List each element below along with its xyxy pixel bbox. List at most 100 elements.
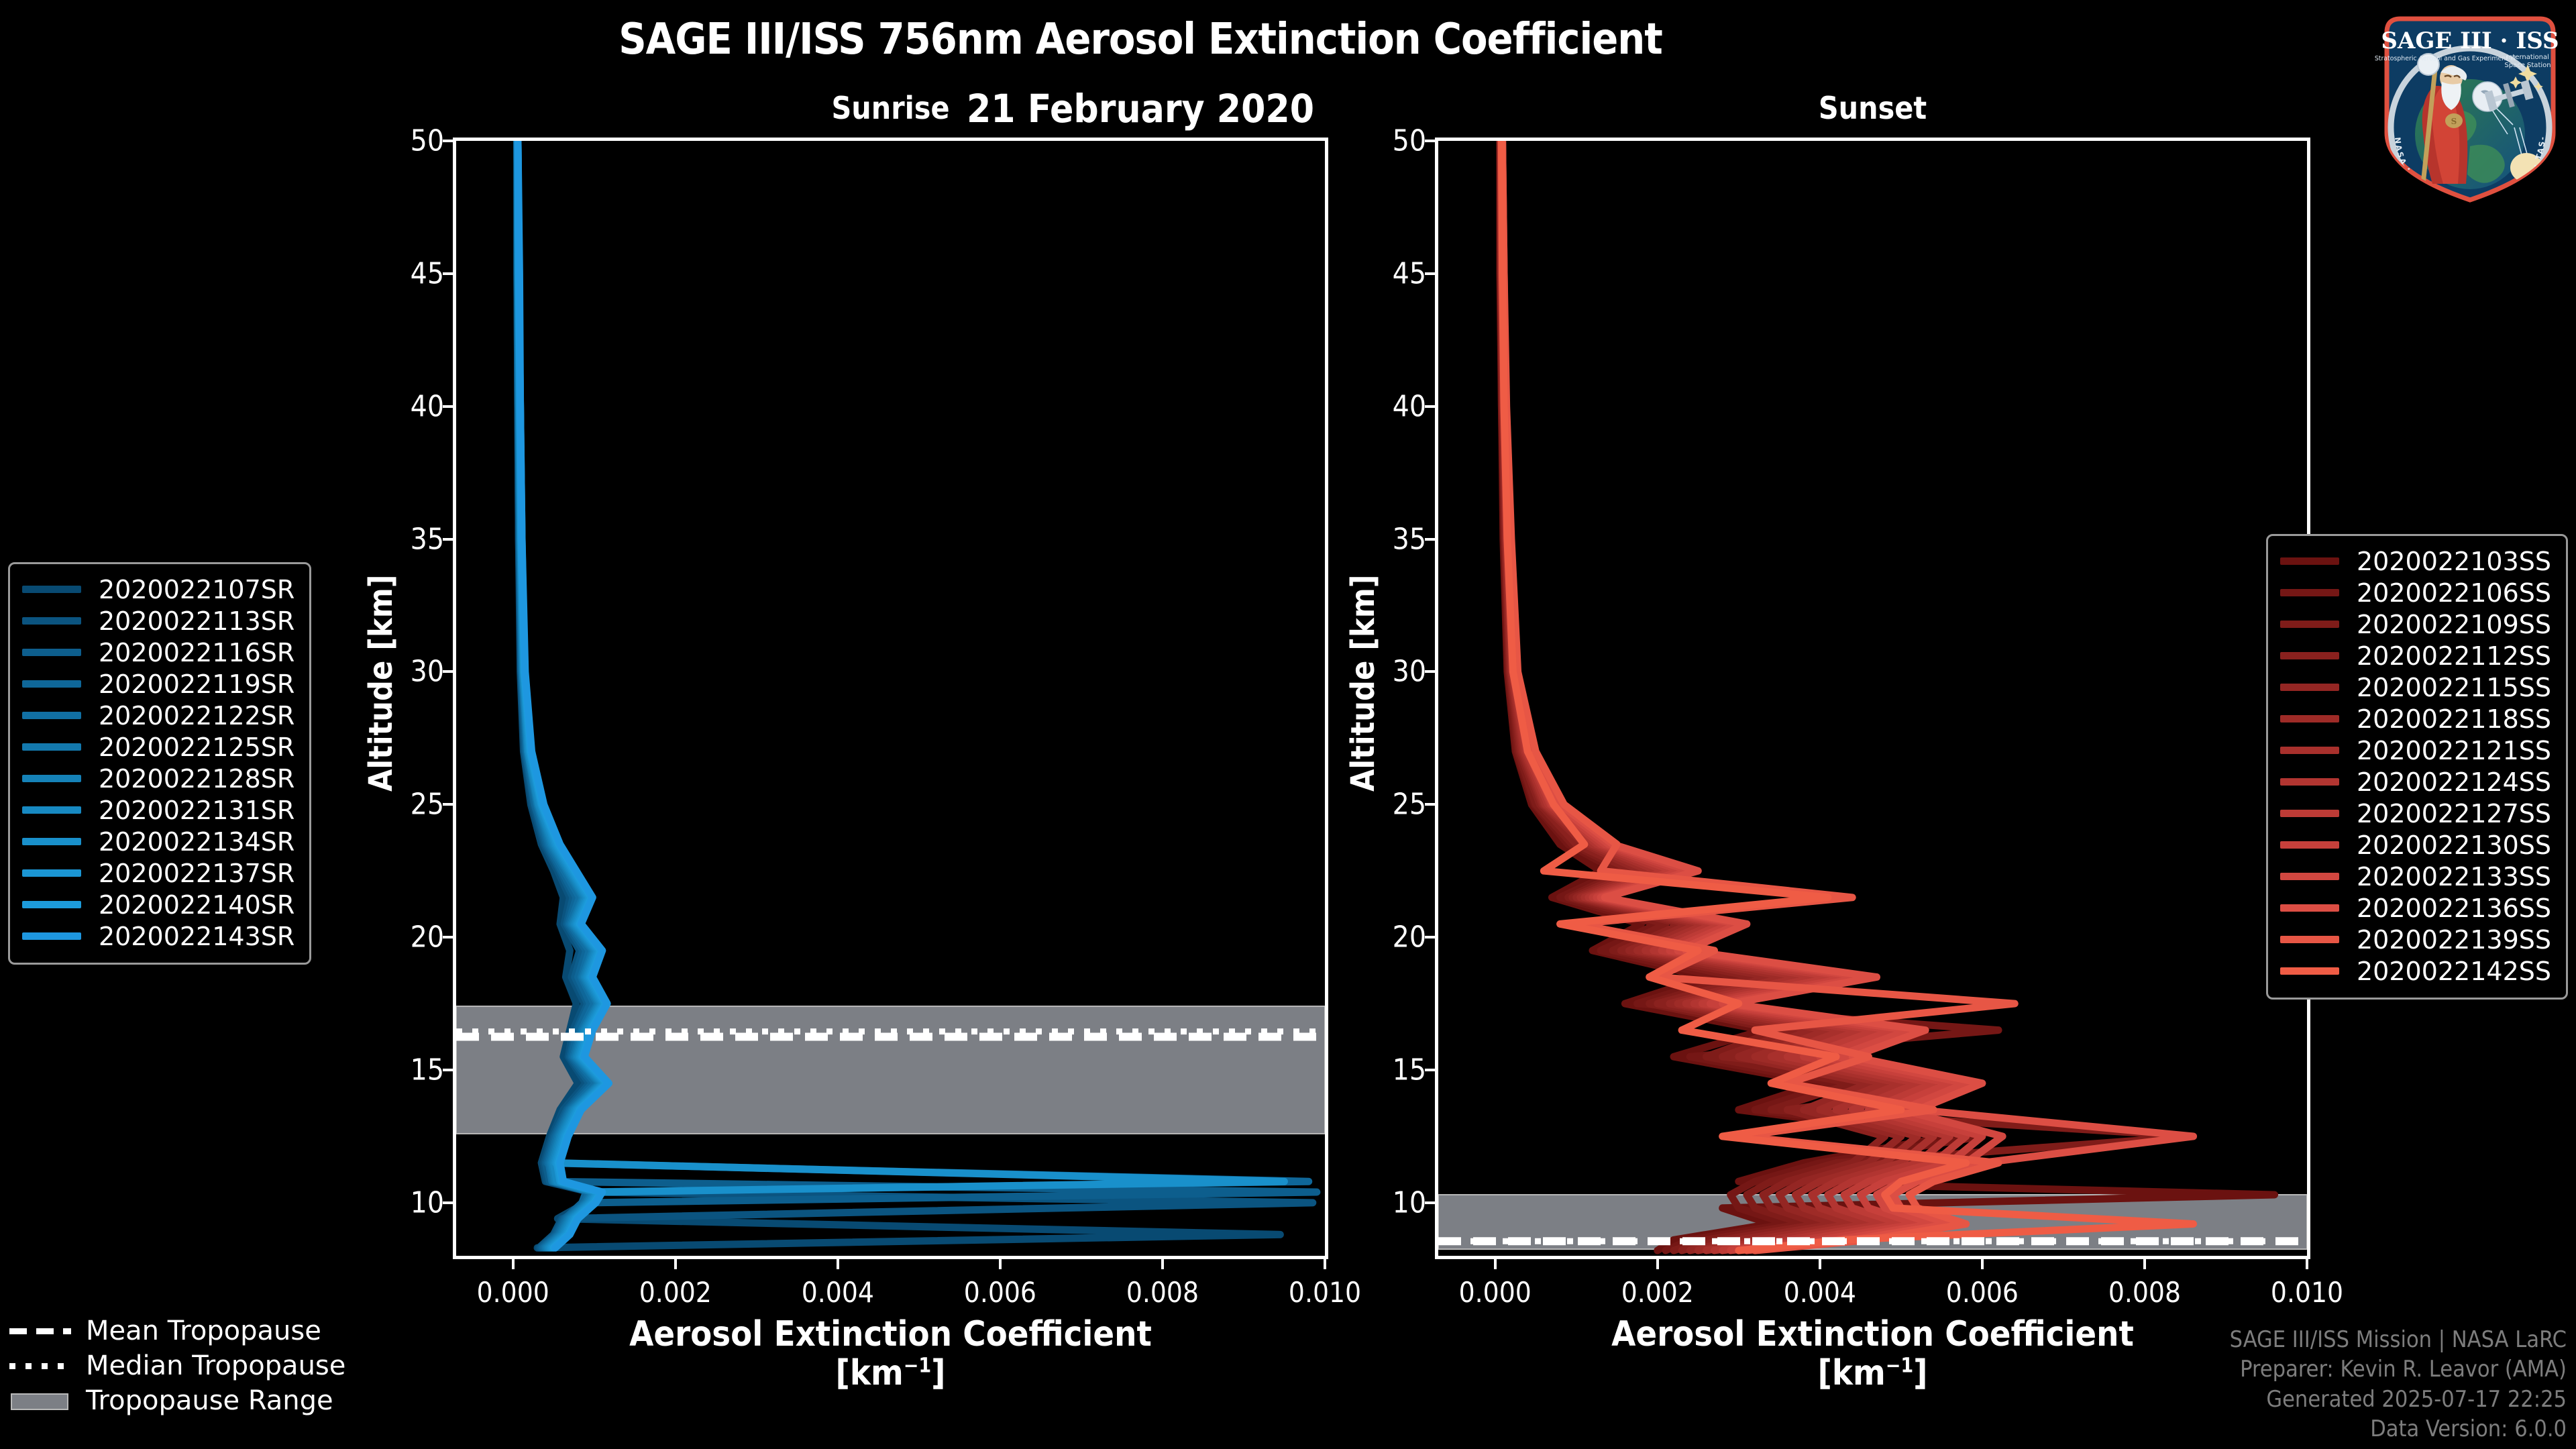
legend-label-2020022115SS: 2020022115SS (2357, 672, 2552, 702)
legend-label-2020022112SS: 2020022112SS (2357, 641, 2552, 671)
legend-item-2020022140SR[interactable]: 2020022140SR (22, 889, 294, 920)
x-tick-label-0.008: 0.008 (1126, 1276, 1199, 1309)
legend-label-2020022139SS: 2020022139SS (2357, 924, 2552, 955)
x-tick-mark-0.000 (1493, 1256, 1497, 1269)
x-tick-mark-0.002 (674, 1256, 677, 1269)
legend-item-2020022121SS[interactable]: 2020022121SS (2280, 735, 2551, 766)
legend-item-2020022130SS[interactable]: 2020022130SS (2280, 829, 2551, 861)
legend-color-swatch-2020022127SS (2280, 810, 2339, 817)
x-tick-mark-0.008 (2143, 1256, 2146, 1269)
tropopause-legend: Mean Tropopause Median Tropopause Tropop… (9, 1313, 346, 1418)
legend-item-2020022115SS[interactable]: 2020022115SS (2280, 672, 2551, 703)
legend-color-swatch-2020022106SS (2280, 589, 2339, 596)
x-tick-mark-0.006 (998, 1256, 1002, 1269)
legend-item-2020022142SS[interactable]: 2020022142SS (2280, 955, 2551, 987)
legend-item-2020022131SR[interactable]: 2020022131SR (22, 794, 294, 826)
legend-color-swatch-2020022128SR (22, 775, 81, 782)
legend-label-2020022128SR: 2020022128SR (99, 763, 295, 794)
legend-item-2020022134SR[interactable]: 2020022134SR (22, 826, 294, 857)
legend-item-2020022119SR[interactable]: 2020022119SR (22, 668, 294, 700)
x-tick-mark-0.006 (1980, 1256, 1984, 1269)
y-tick-label-25: 25 (410, 787, 444, 822)
y-tick-mark-40 (443, 405, 456, 408)
legend-color-swatch-2020022112SS (2280, 652, 2339, 659)
y-tick-label-40: 40 (1392, 389, 1426, 424)
legend-label-2020022142SS: 2020022142SS (2357, 956, 2552, 986)
y-tick-label-45: 45 (1392, 256, 1426, 291)
legend-item-2020022137SR[interactable]: 2020022137SR (22, 857, 294, 889)
footer-line-version: Data Version: 6.0.0 (2370, 1415, 2567, 1442)
x-tick-mark-0.000 (511, 1256, 515, 1269)
legend-item-2020022107SR[interactable]: 2020022107SR (22, 574, 294, 605)
y-tick-label-20: 20 (1392, 920, 1426, 955)
legend-label-2020022125SR: 2020022125SR (99, 732, 295, 762)
legend-item-2020022128SR[interactable]: 2020022128SR (22, 763, 294, 794)
legend-item-2020022136SS[interactable]: 2020022136SS (2280, 892, 2551, 924)
legend-item-2020022113SR[interactable]: 2020022113SR (22, 605, 294, 637)
x-tick-label-0.010: 0.010 (2270, 1276, 2344, 1309)
legend-item-2020022122SR[interactable]: 2020022122SR (22, 700, 294, 731)
legend-label-2020022109SS: 2020022109SS (2357, 609, 2552, 639)
legend-item-2020022125SR[interactable]: 2020022125SR (22, 731, 294, 763)
y-tick-mark-10 (1425, 1201, 1438, 1204)
y-tick-label-50: 50 (1392, 123, 1426, 158)
y-tick-label-25: 25 (1392, 787, 1426, 822)
legend-item-2020022139SS[interactable]: 2020022139SS (2280, 924, 2551, 955)
sunrise-plot-panel: 50 45 40 35 30 25 20 15 10 0.000 0.002 0.004 0.006 0… (411, 124, 1361, 1309)
y-tick-mark-45 (443, 272, 456, 275)
legend-color-swatch-2020022103SS (2280, 557, 2339, 565)
x-tick-label-0.002: 0.002 (639, 1276, 712, 1309)
sunrise-plot-area (456, 141, 1325, 1256)
y-tick-mark-40 (1425, 405, 1438, 408)
legend-item-2020022127SS[interactable]: 2020022127SS (2280, 798, 2551, 829)
legend-item-2020022124SS[interactable]: 2020022124SS (2280, 766, 2551, 798)
legend-item-2020022109SS[interactable]: 2020022109SS (2280, 608, 2551, 640)
y-tick-mark-35 (443, 537, 456, 541)
legend-item-2020022143SR[interactable]: 2020022143SR (22, 920, 294, 952)
legend-color-swatch-2020022125SR (22, 743, 81, 751)
y-tick-label-45: 45 (410, 256, 444, 291)
sunset-legend[interactable]: 2020022103SS 2020022106SS 2020022109SS 2020… (2266, 534, 2569, 1000)
logo-title: SAGE III · ISS (2381, 28, 2559, 54)
sunrise-x-axis-label: Aerosol Extinction Coefficient [km−1] (453, 1315, 1328, 1393)
legend-item-2020022118SS[interactable]: 2020022118SS (2280, 703, 2551, 735)
y-tick-mark-35 (1425, 537, 1438, 541)
x-tick-mark-0.004 (836, 1256, 839, 1269)
profile-line-2020022143SR (514, 141, 613, 1252)
legend-color-swatch-2020022140SR (22, 901, 81, 908)
legend-color-swatch-2020022109SS (2280, 621, 2339, 628)
y-tick-label-30: 30 (1392, 654, 1426, 689)
legend-color-swatch-2020022118SS (2280, 715, 2339, 722)
logo-subtitle-left: Stratospheric Aerosol and Gas Experiment… (2375, 55, 2516, 62)
sunset-plot-panel: 50 45 40 35 30 25 20 15 10 0.000 0.002 0.004 0.006 0… (1393, 124, 2343, 1309)
y-tick-label-40: 40 (410, 389, 444, 424)
sunrise-legend[interactable]: 2020022107SR 2020022113SR 2020022116SR 2020… (8, 562, 312, 965)
legend-label-2020022121SS: 2020022121SS (2357, 735, 2552, 765)
x-tick-mark-0.008 (1161, 1256, 1164, 1269)
x-tick-label-0.004: 0.004 (1783, 1276, 1856, 1309)
x-tick-label-0.002: 0.002 (1621, 1276, 1694, 1309)
legend-label-2020022103SS: 2020022103SS (2357, 546, 2552, 576)
legend-item-2020022133SS[interactable]: 2020022133SS (2280, 861, 2551, 892)
x-tick-label-0.006: 0.006 (963, 1276, 1036, 1309)
svg-text:S: S (2451, 117, 2457, 126)
legend-label-2020022131SR: 2020022131SR (99, 795, 295, 825)
legend-color-swatch-2020022143SR (22, 932, 81, 940)
sunset-plot-area (1438, 141, 2307, 1256)
legend-label-tropopause-range: Tropopause Range (86, 1385, 333, 1416)
profile-line-2020022109SS (1496, 141, 2198, 1254)
legend-color-swatch-2020022136SS (2280, 904, 2339, 912)
legend-color-swatch-2020022131SR (22, 806, 81, 814)
sunrise-y-axis-label: Altitude [km] (362, 574, 400, 792)
page-title: SAGE III/ISS 756nm Aerosol Extinction Co… (619, 15, 1663, 64)
y-tick-mark-30 (1425, 670, 1438, 674)
legend-item-2020022103SS[interactable]: 2020022103SS (2280, 545, 2551, 577)
footer-line-mission: SAGE III/ISS Mission | NASA LaRC (2229, 1326, 2567, 1354)
legend-item-2020022116SR[interactable]: 2020022116SR (22, 637, 294, 668)
legend-item-tropopause-range: Tropopause Range (9, 1383, 345, 1418)
legend-color-swatch-2020022137SR (22, 869, 81, 877)
dashed-line-icon (9, 1324, 71, 1338)
legend-item-2020022112SS[interactable]: 2020022112SS (2280, 640, 2551, 672)
x-tick-mark-0.004 (1818, 1256, 1821, 1269)
legend-item-2020022106SS[interactable]: 2020022106SS (2280, 577, 2551, 608)
